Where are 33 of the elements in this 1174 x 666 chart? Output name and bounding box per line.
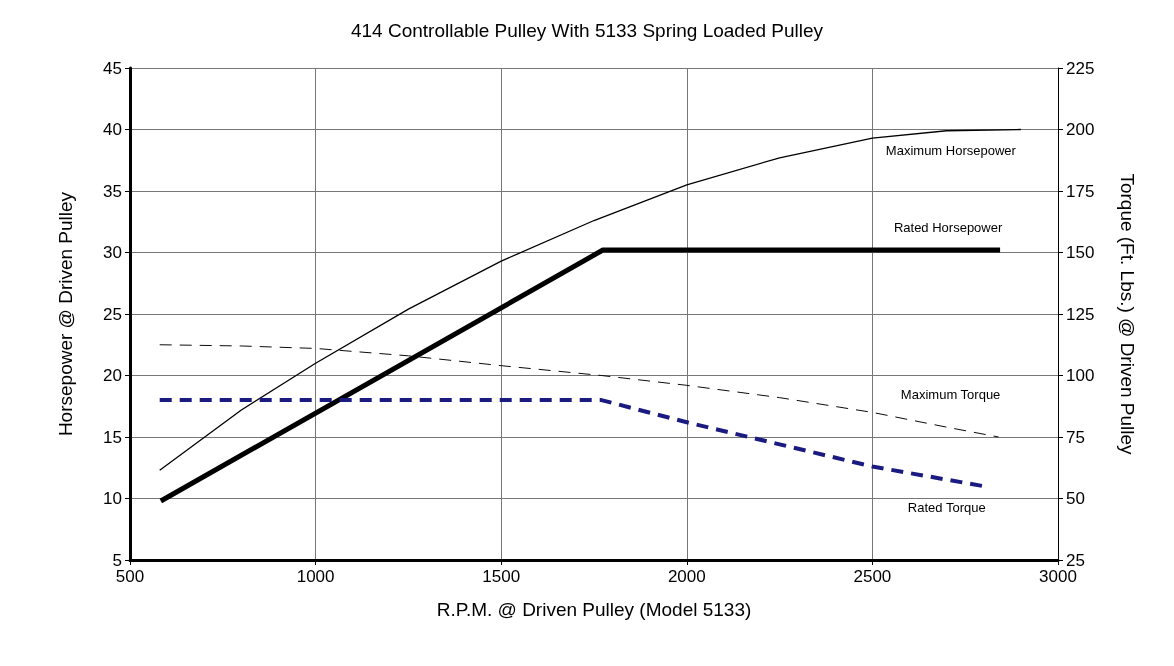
y-tick-label: 25 xyxy=(103,304,122,324)
y2-tick-label: 225 xyxy=(1066,58,1095,78)
y2-tick-label: 100 xyxy=(1066,366,1095,385)
y-tick-label: 35 xyxy=(103,181,122,201)
y2-tick-label: 25 xyxy=(1066,550,1085,570)
x-tick-label: 1000 xyxy=(296,567,335,586)
x-tick-label: 3000 xyxy=(1039,567,1077,586)
chart-title: 414 Controllable Pulley With 5133 Spring Loaded Pulley xyxy=(350,20,824,41)
x-tick-label: 500 xyxy=(115,567,145,586)
y-tick-label: 15 xyxy=(103,427,122,447)
x-tick-label: 1500 xyxy=(482,567,521,586)
y2-tick-label: 150 xyxy=(1066,243,1095,262)
y-tick-label: 45 xyxy=(103,58,122,78)
y2-tick-label: 50 xyxy=(1066,489,1085,508)
y-tick-label: 40 xyxy=(103,120,122,139)
line-series xyxy=(159,128,1022,471)
x-axis-title: R.P.M. @ Driven Pulley (Model 5133) xyxy=(436,599,752,620)
y-tick-label: 10 xyxy=(103,489,122,508)
y-tick-label: 5 xyxy=(112,550,122,570)
y2-axis-title: Torque (Ft. Lbs.) @ Driven Pulley xyxy=(1117,173,1138,456)
y2-tick-label: 200 xyxy=(1066,120,1095,139)
y2-tick-label: 175 xyxy=(1066,181,1095,201)
series-label: Maximum Horsepower xyxy=(885,143,1017,158)
x-tick-label: 2000 xyxy=(667,567,706,586)
series-label: Rated Torque xyxy=(907,499,986,515)
y2-tick-label: 75 xyxy=(1066,427,1085,447)
y-axis-title: Horsepower @ Driven Pulley xyxy=(55,191,76,437)
series-label: Rated Horsepower xyxy=(893,219,1003,235)
y-tick-label: 30 xyxy=(103,243,122,262)
y-tick-label: 20 xyxy=(103,366,122,385)
series-label: Maximum Torque xyxy=(900,386,1001,402)
y2-tick-label: 125 xyxy=(1066,304,1095,324)
x-tick-label: 2500 xyxy=(853,567,892,586)
